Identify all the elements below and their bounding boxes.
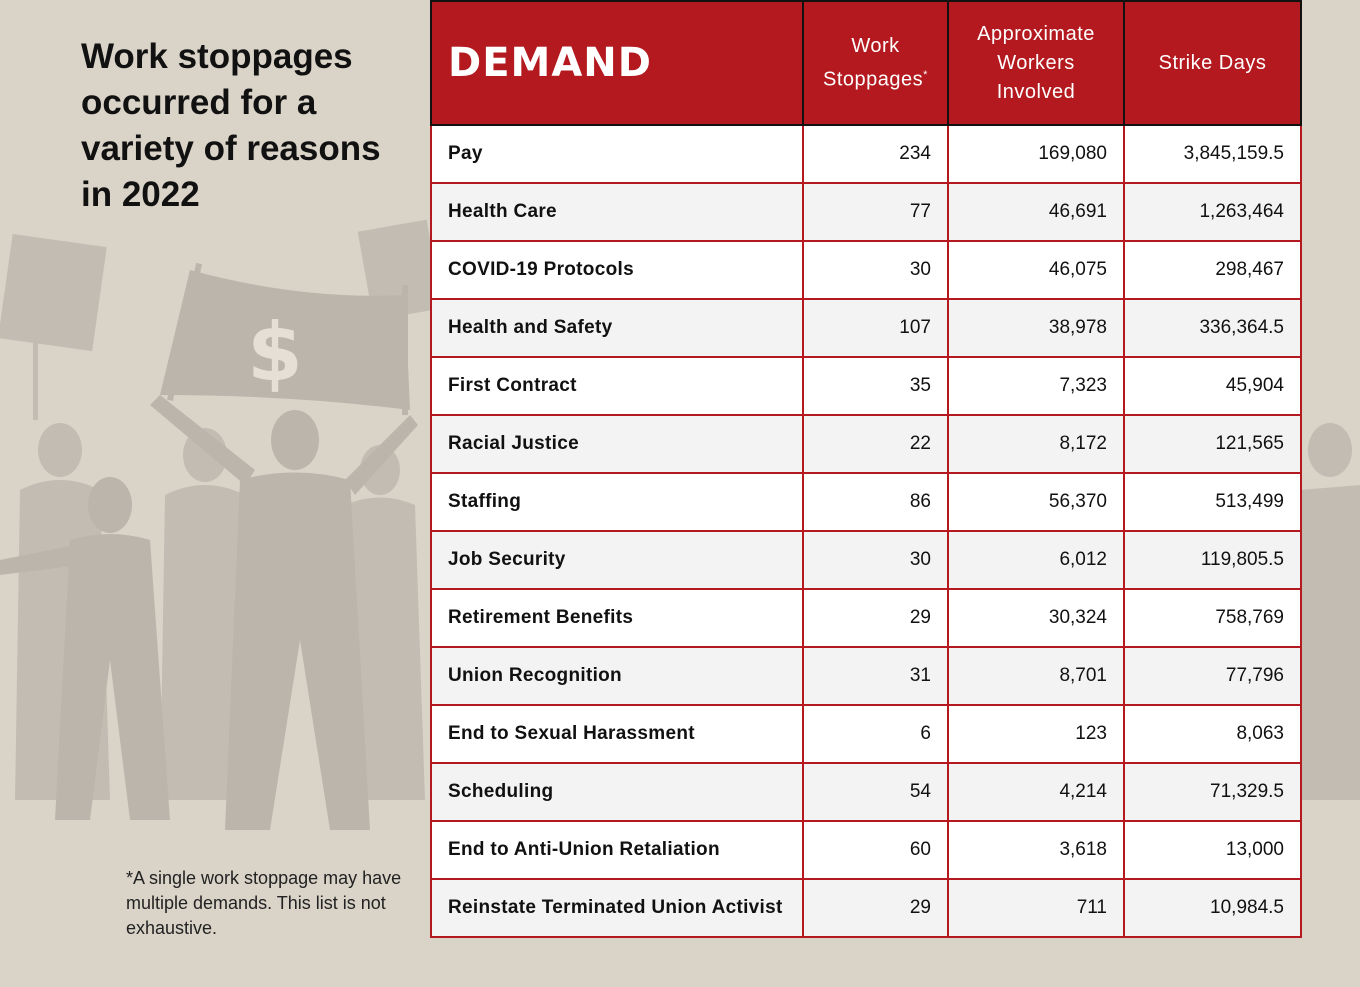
strike-days-cell: 758,769 (1123, 588, 1302, 648)
strike-days-cell: 10,984.5 (1123, 878, 1302, 938)
demand-cell: Staffing (430, 472, 804, 532)
workers-involved-cell: 56,370 (947, 472, 1125, 532)
work-stoppages-cell: 77 (802, 182, 949, 242)
work-stoppages-cell: 60 (802, 820, 949, 880)
demand-cell: End to Sexual Harassment (430, 704, 804, 764)
demand-cell: Union Recognition (430, 646, 804, 706)
demand-cell: Reinstate Terminated Union Activist (430, 878, 804, 938)
work-stoppages-cell: 30 (802, 240, 949, 300)
strike-days-cell: 336,364.5 (1123, 298, 1302, 358)
strike-days-cell: 121,565 (1123, 414, 1302, 474)
workers-involved-cell: 711 (947, 878, 1125, 938)
work-stoppages-cell: 6 (802, 704, 949, 764)
workers-involved-cell: 38,978 (947, 298, 1125, 358)
workers-involved-cell: 6,012 (947, 530, 1125, 590)
workers-involved-cell: 8,172 (947, 414, 1125, 474)
table-row: Pay 234 169,080 3,845,159.5 (430, 124, 1302, 184)
work-stoppages-cell: 29 (802, 588, 949, 648)
work-stoppages-cell: 107 (802, 298, 949, 358)
strike-days-cell: 13,000 (1123, 820, 1302, 880)
strike-days-cell: 77,796 (1123, 646, 1302, 706)
workers-involved-cell: 4,214 (947, 762, 1125, 822)
table-row: Health and Safety 107 38,978 336,364.5 (430, 298, 1302, 358)
table-row: Racial Justice 22 8,172 121,565 (430, 414, 1302, 474)
work-stoppages-cell: 54 (802, 762, 949, 822)
table-header-row: DEMAND Work Stoppages* Approximate Worke… (430, 0, 1302, 126)
workers-involved-cell: 123 (947, 704, 1125, 764)
work-stoppages-cell: 30 (802, 530, 949, 590)
table-row: Retirement Benefits 29 30,324 758,769 (430, 588, 1302, 648)
column-header-work-stoppages: Work Stoppages* (802, 0, 949, 126)
page-title: Work stoppages occurred for a variety of… (81, 37, 381, 214)
table-row: Scheduling 54 4,214 71,329.5 (430, 762, 1302, 822)
demands-table: DEMAND Work Stoppages* Approximate Worke… (430, 0, 1302, 938)
table-body: Pay 234 169,080 3,845,159.5 Health Care 77 46,… (430, 124, 1302, 938)
strike-days-cell: 1,263,464 (1123, 182, 1302, 242)
strike-days-cell: 3,845,159.5 (1123, 124, 1302, 184)
strike-days-cell: 8,063 (1123, 704, 1302, 764)
strike-days-cell: 119,805.5 (1123, 530, 1302, 590)
work-stoppages-cell: 234 (802, 124, 949, 184)
strike-days-cell: 298,467 (1123, 240, 1302, 300)
demand-cell: Health Care (430, 182, 804, 242)
work-stoppages-cell: 29 (802, 878, 949, 938)
workers-involved-cell: 46,075 (947, 240, 1125, 300)
demand-cell: Retirement Benefits (430, 588, 804, 648)
work-stoppages-cell: 86 (802, 472, 949, 532)
table-row: End to Sexual Harassment 6 123 8,063 (430, 704, 1302, 764)
column-header-workers-involved: Approximate Workers Involved (947, 0, 1125, 126)
column-header-strike-days: Strike Days (1123, 0, 1302, 126)
demand-cell: Scheduling (430, 762, 804, 822)
footnote: *A single work stoppage may have multipl… (126, 868, 402, 938)
work-stoppages-cell: 31 (802, 646, 949, 706)
demand-cell: End to Anti-Union Retaliation (430, 820, 804, 880)
footnote-marker: * (923, 68, 928, 81)
table-row: Health Care 77 46,691 1,263,464 (430, 182, 1302, 242)
work-stoppages-cell: 22 (802, 414, 949, 474)
table-row: COVID-19 Protocols 30 46,075 298,467 (430, 240, 1302, 300)
demand-cell: First Contract (430, 356, 804, 416)
strike-days-cell: 513,499 (1123, 472, 1302, 532)
demand-cell: Job Security (430, 530, 804, 590)
table-row: Union Recognition 31 8,701 77,796 (430, 646, 1302, 706)
workers-involved-cell: 30,324 (947, 588, 1125, 648)
table-row: Reinstate Terminated Union Activist 29 711… (430, 878, 1302, 938)
demand-cell: Health and Safety (430, 298, 804, 358)
demand-cell: Pay (430, 124, 804, 184)
workers-involved-cell: 46,691 (947, 182, 1125, 242)
column-header-demand: DEMAND (430, 0, 804, 126)
work-stoppages-cell: 35 (802, 356, 949, 416)
strike-days-cell: 45,904 (1123, 356, 1302, 416)
demand-cell: Racial Justice (430, 414, 804, 474)
workers-involved-cell: 7,323 (947, 356, 1125, 416)
table-row: Staffing 86 56,370 513,499 (430, 472, 1302, 532)
table-row: End to Anti-Union Retaliation 60 3,618 13,0… (430, 820, 1302, 880)
workers-involved-cell: 3,618 (947, 820, 1125, 880)
table-row: Job Security 30 6,012 119,805.5 (430, 530, 1302, 590)
dollar-sign-icon: $ (247, 306, 303, 399)
table-row: First Contract 35 7,323 45,904 (430, 356, 1302, 416)
strike-days-cell: 71,329.5 (1123, 762, 1302, 822)
demand-cell: COVID-19 Protocols (430, 240, 804, 300)
workers-involved-cell: 169,080 (947, 124, 1125, 184)
workers-involved-cell: 8,701 (947, 646, 1125, 706)
